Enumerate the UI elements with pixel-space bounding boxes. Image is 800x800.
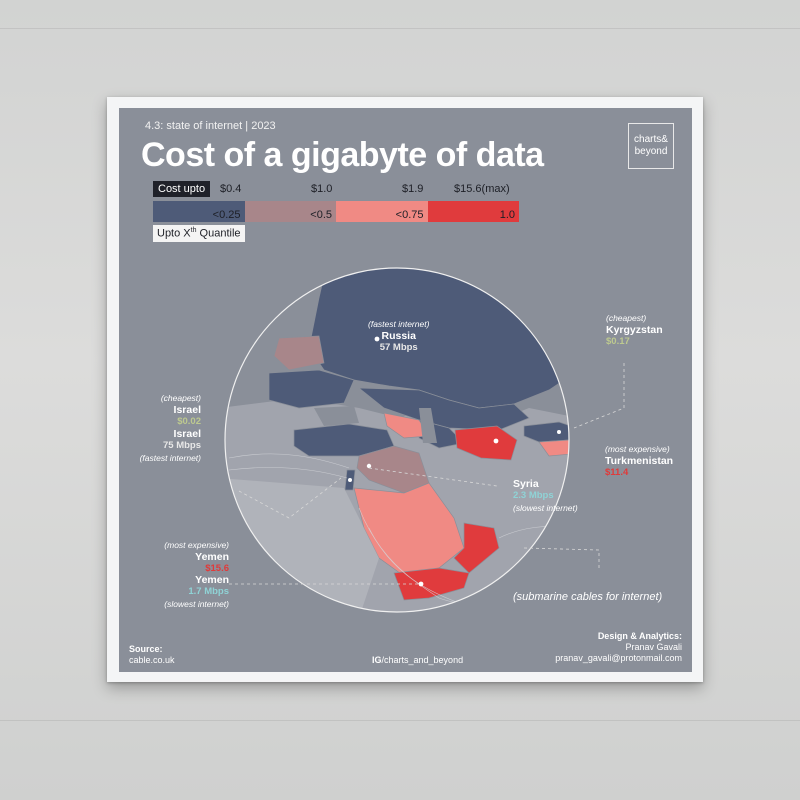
value: $15.6 bbox=[205, 563, 229, 574]
country-name: Turkmenistan bbox=[605, 455, 674, 467]
black-sea bbox=[314, 406, 359, 426]
brand-line-2: beyond bbox=[634, 146, 668, 157]
legend-bin-label: <0.75 bbox=[395, 209, 424, 221]
legend-bin-1: <0.25 bbox=[153, 201, 245, 222]
annotation-israel-speed: Israel 75 Mbps (fastest internet) bbox=[121, 428, 201, 464]
annotation-cables: (submarine cables for internet) bbox=[513, 591, 663, 603]
annotation-israel-cost: (cheapest) Israel $0.02 bbox=[139, 392, 201, 428]
value: $0.02 bbox=[177, 416, 201, 427]
quantile-sup: th bbox=[190, 227, 197, 234]
wall-seam bbox=[0, 28, 800, 29]
cost-legend: Cost upto $0.4 $1.0 $1.9 $15.6(max) bbox=[153, 181, 519, 199]
source-block: Source: cable.co.uk bbox=[129, 644, 175, 666]
annotation-syria: Syria 2.3 Mbps (slowest internet) bbox=[513, 478, 578, 514]
cost-label: Cost upto bbox=[153, 181, 211, 197]
value: $11.4 bbox=[605, 467, 629, 478]
country-name: Yemen bbox=[195, 551, 229, 563]
cost-tick: $1.0 bbox=[311, 183, 333, 195]
region-kyrgyzstan bbox=[523, 421, 569, 443]
value: 1.7 Mbps bbox=[188, 586, 229, 597]
region-kazakhstan bbox=[357, 387, 530, 431]
note: (fastest internet) bbox=[139, 453, 201, 463]
note: (slowest internet) bbox=[164, 599, 229, 609]
note: (most expensive) bbox=[605, 444, 670, 454]
annotation-yemen-speed: Yemen 1.7 Mbps (slowest internet) bbox=[129, 574, 229, 610]
region-caucasus bbox=[383, 412, 430, 439]
wall-seam bbox=[0, 720, 800, 721]
source-value: cable.co.uk bbox=[129, 655, 175, 665]
city-dot-russia bbox=[374, 336, 380, 342]
country-name: Israel bbox=[173, 404, 201, 416]
legend-bin-label: <0.5 bbox=[310, 209, 332, 221]
quantile-suffix: Quantile bbox=[196, 227, 241, 240]
quantile-legend-bar: <0.25 <0.5 <0.75 1.0 bbox=[153, 201, 519, 222]
poster-title: Cost of a gigabyte of data bbox=[141, 136, 544, 174]
ig-prefix: IG bbox=[372, 655, 382, 665]
legend-bin-2: <0.5 bbox=[244, 201, 336, 222]
region-belarus bbox=[273, 335, 325, 371]
country-name: Yemen bbox=[195, 574, 229, 586]
cost-tick: $0.4 bbox=[220, 183, 242, 195]
quantile-label: Upto Xth Quantile bbox=[153, 225, 245, 242]
country-name: Syria bbox=[513, 478, 539, 490]
leader-lines bbox=[229, 363, 625, 585]
ig-handle: IG/charts_and_beyond bbox=[372, 655, 463, 666]
legend-bin-4: 1.0 bbox=[427, 201, 519, 222]
region-yemen bbox=[393, 567, 470, 601]
note: (cheapest) bbox=[606, 313, 647, 323]
map bbox=[224, 267, 625, 613]
poster: 4.3: state of internet | 2023 Cost of a … bbox=[119, 108, 692, 672]
globe-map bbox=[225, 268, 569, 612]
value: 57 Mbps bbox=[379, 342, 418, 353]
cost-tick: $15.6(max) bbox=[454, 183, 510, 195]
region-tajikistan bbox=[538, 439, 569, 457]
region-turkmenistan bbox=[454, 425, 518, 461]
annotation-russia: (fastest internet) Russia 57 Mbps bbox=[368, 318, 429, 354]
credit-name: Pranav Gavali bbox=[625, 642, 682, 652]
legend-bin-label: <0.25 bbox=[212, 209, 241, 221]
globe-outline bbox=[224, 267, 570, 613]
city-dot-israel bbox=[348, 478, 352, 482]
city-dot-kyrgyzstan bbox=[557, 430, 561, 434]
legend-bin-3: <0.75 bbox=[336, 201, 428, 222]
annotation-yemen-cost: (most expensive) Yemen $15.6 bbox=[129, 539, 229, 575]
country-name: Kyrgyzstan bbox=[606, 324, 663, 336]
note: (most expensive) bbox=[164, 540, 229, 550]
region-ukraine bbox=[268, 369, 355, 409]
note: (fastest internet) bbox=[368, 319, 430, 329]
cost-tick: $1.9 bbox=[402, 183, 424, 195]
city-dot-yemen bbox=[418, 581, 424, 587]
credit-block: Design & Analytics: Pranav Gavali pranav… bbox=[555, 631, 682, 664]
city-dot-turkmenistan bbox=[493, 438, 499, 444]
credit-email: pranav_gavali@protonmail.com bbox=[555, 653, 682, 663]
country-name: Russia bbox=[381, 330, 416, 342]
annotation-turkmenistan: (most expensive) Turkmenistan $11.4 bbox=[605, 443, 673, 479]
value: 2.3 Mbps bbox=[513, 490, 554, 501]
quantile-prefix: Upto X bbox=[157, 227, 191, 240]
value: 75 Mbps bbox=[162, 440, 201, 451]
ig-handle-text: /charts_and_beyond bbox=[381, 655, 464, 665]
note: (slowest internet) bbox=[513, 503, 578, 513]
country-name: Israel bbox=[173, 428, 201, 440]
brand-logo: charts& beyond bbox=[628, 123, 674, 169]
value: $0.17 bbox=[606, 336, 630, 347]
annotation-kyrgyzstan: (cheapest) Kyrgyzstan $0.17 bbox=[606, 312, 663, 348]
brand-line-1: charts& bbox=[634, 134, 668, 145]
city-dot-syria bbox=[366, 463, 372, 469]
legend-bin-label: 1.0 bbox=[499, 209, 515, 221]
caspian-sea bbox=[419, 408, 437, 443]
note: (cheapest) bbox=[160, 393, 201, 403]
credit-label: Design & Analytics: bbox=[597, 631, 682, 641]
source-label: Source: bbox=[129, 644, 163, 654]
poster-subtitle: 4.3: state of internet | 2023 bbox=[145, 120, 276, 132]
